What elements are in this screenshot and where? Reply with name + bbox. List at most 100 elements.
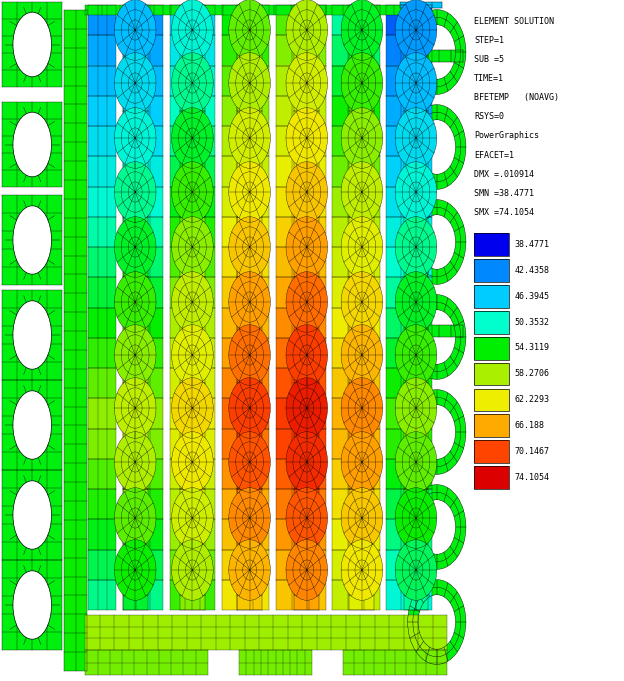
Bar (180, 428, 205, 443)
Ellipse shape (13, 206, 52, 274)
Circle shape (229, 161, 270, 222)
Bar (222, 156, 270, 187)
Bar (295, 277, 319, 292)
Bar (89, 126, 117, 156)
Bar (349, 535, 374, 550)
Bar (180, 156, 205, 172)
Bar (222, 428, 270, 459)
Bar (386, 398, 432, 428)
Bar (332, 65, 379, 96)
Bar (349, 80, 374, 96)
Bar (349, 292, 374, 308)
Bar (349, 383, 374, 398)
Bar (237, 141, 262, 156)
Bar (404, 368, 429, 383)
Bar (276, 459, 326, 489)
Bar (180, 550, 205, 565)
Bar (2, 290, 62, 380)
Circle shape (172, 488, 213, 548)
Bar (404, 126, 429, 141)
Bar (349, 368, 374, 383)
Circle shape (341, 52, 383, 113)
Circle shape (341, 540, 383, 600)
Bar (123, 504, 148, 519)
Bar (237, 5, 262, 20)
Bar (474, 234, 509, 256)
Bar (332, 96, 379, 126)
Bar (349, 262, 374, 277)
Bar (222, 550, 270, 580)
Bar (222, 398, 270, 428)
Bar (276, 65, 326, 96)
Bar (386, 187, 432, 217)
Bar (349, 232, 374, 247)
Bar (89, 96, 117, 126)
Bar (404, 580, 429, 595)
Circle shape (114, 108, 156, 168)
Bar (123, 580, 148, 595)
Bar (170, 35, 215, 65)
Bar (404, 504, 429, 519)
Bar (404, 172, 429, 187)
Bar (89, 308, 117, 338)
Bar (332, 338, 379, 368)
Bar (180, 474, 205, 489)
Bar (2, 2, 62, 87)
Bar (349, 126, 374, 141)
Circle shape (341, 0, 383, 60)
Bar (123, 338, 163, 368)
Bar (349, 96, 374, 111)
Bar (180, 535, 205, 550)
Bar (404, 489, 429, 504)
Bar (123, 489, 148, 504)
Bar (295, 459, 319, 474)
Circle shape (341, 272, 383, 332)
Bar (295, 504, 319, 519)
Bar (237, 353, 262, 368)
Bar (180, 353, 205, 368)
Bar (222, 187, 270, 217)
Bar (237, 126, 262, 141)
Bar (89, 398, 117, 428)
Bar (386, 277, 432, 308)
Bar (276, 277, 326, 308)
Bar (386, 308, 432, 338)
Text: EFACET=1: EFACET=1 (474, 151, 514, 159)
Bar (474, 311, 509, 334)
Text: 42.4358: 42.4358 (515, 266, 550, 275)
Bar (404, 80, 429, 96)
Bar (295, 595, 319, 610)
Bar (404, 232, 429, 247)
Bar (332, 550, 379, 580)
Bar (180, 368, 205, 383)
Bar (237, 50, 262, 65)
Bar (276, 428, 326, 459)
Bar (123, 519, 163, 550)
Bar (222, 338, 270, 368)
Bar (474, 234, 509, 256)
Bar (123, 535, 148, 550)
Bar (123, 338, 148, 353)
Bar (123, 550, 148, 565)
Bar (237, 172, 262, 187)
Text: SMX =74.1054: SMX =74.1054 (474, 208, 534, 217)
Bar (386, 368, 432, 398)
Bar (404, 20, 429, 35)
Bar (222, 459, 270, 489)
Bar (123, 20, 148, 35)
Bar (123, 187, 148, 202)
Circle shape (114, 378, 156, 439)
Bar (123, 474, 148, 489)
Bar (237, 489, 262, 504)
Bar (332, 459, 379, 489)
Wedge shape (407, 295, 466, 379)
Bar (276, 338, 326, 368)
Circle shape (395, 540, 437, 600)
Bar (123, 308, 163, 338)
Bar (349, 338, 374, 353)
Bar (404, 308, 429, 323)
Bar (170, 308, 215, 338)
Circle shape (114, 217, 156, 277)
Bar (276, 580, 326, 610)
Circle shape (172, 540, 213, 600)
